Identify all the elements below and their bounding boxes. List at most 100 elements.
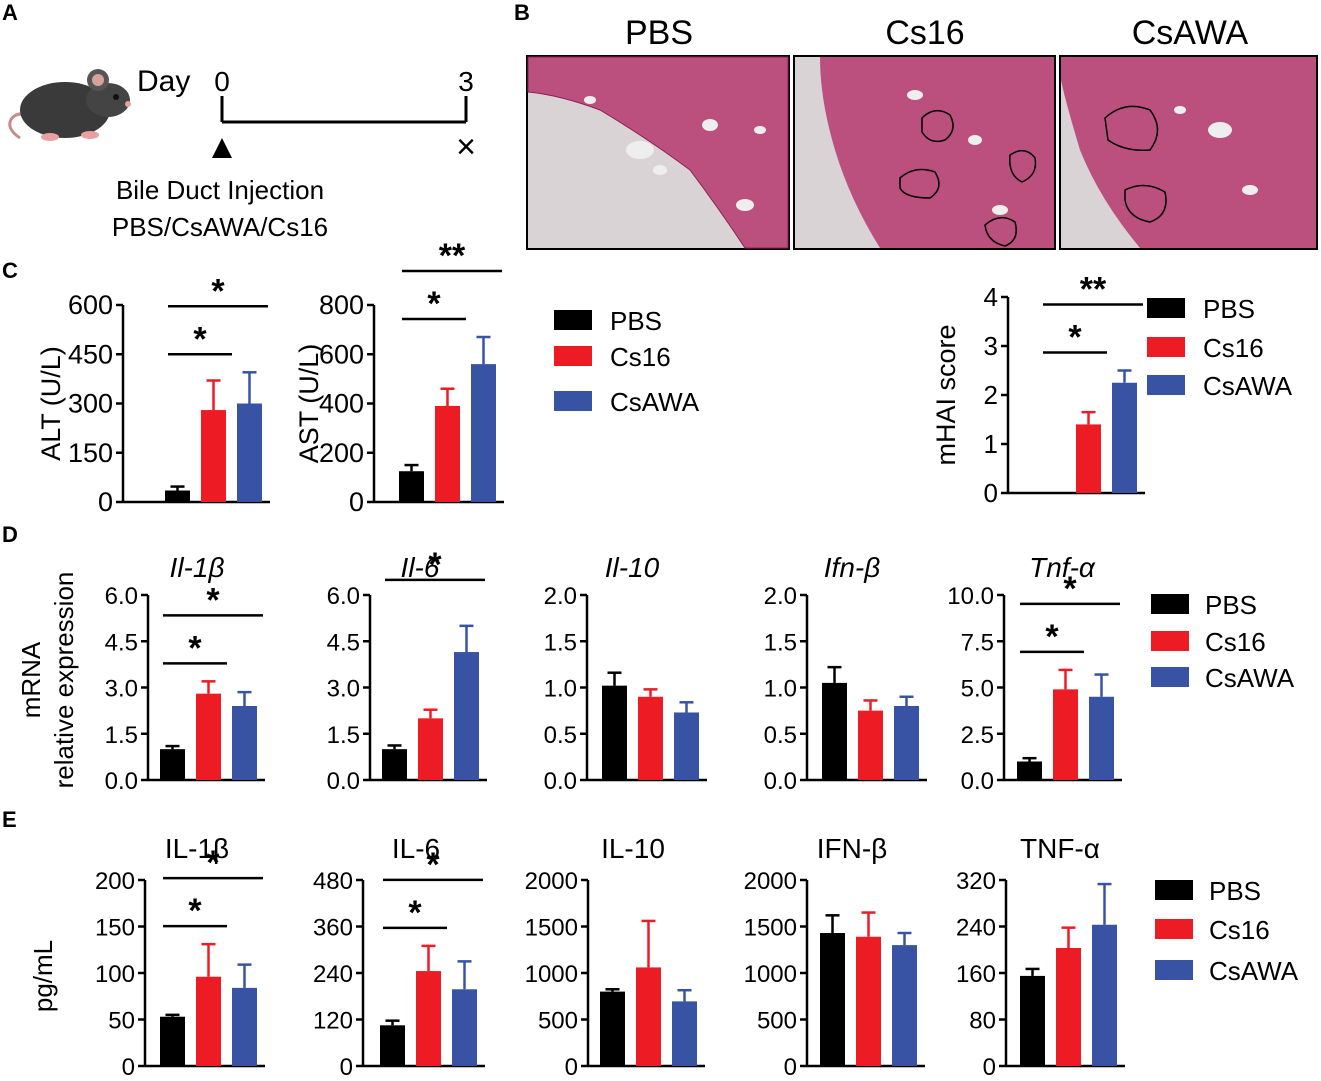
- significance-label: *: [408, 894, 422, 932]
- significance-label: *: [1068, 319, 1082, 357]
- legend-swatch-csawa: [1147, 375, 1185, 395]
- y-tick-label: 240: [313, 961, 353, 988]
- y-tick-label: 600: [68, 290, 113, 320]
- bar-cs16: [1076, 424, 1101, 493]
- bar-csawa: [471, 364, 496, 502]
- bar-pbs: [160, 749, 185, 780]
- chart-il6_mrna: 0.0 1.5 3.0 4.5 6.0 Il-6*: [327, 546, 487, 795]
- y-tick-label: 0: [983, 1054, 996, 1081]
- y-tick-label: 1.5: [544, 629, 577, 656]
- y-tick-label: 1500: [525, 915, 578, 942]
- day-label: Day: [137, 65, 190, 98]
- y-tick-label: 1.0: [764, 676, 797, 703]
- y-tick-label: 2.0: [544, 583, 577, 610]
- y-tick-label: 0: [349, 487, 364, 517]
- y-tick-label: 600: [319, 339, 364, 369]
- day-end-label: 3: [458, 66, 474, 97]
- legend-label-csawa: CsAWA: [610, 387, 700, 417]
- chart-ifnb_mrna: 0.0 0.5 1.0 1.5 2.0 Ifn-β: [764, 552, 927, 795]
- chart-title: IL-10: [601, 833, 665, 864]
- panel-letter-c: C: [2, 258, 18, 283]
- y-tick-label: 150: [68, 438, 113, 468]
- bar-cs16: [416, 971, 441, 1066]
- legend-swatch-pbs: [1147, 298, 1185, 318]
- bar-cs16: [1053, 689, 1078, 780]
- significance-label: *: [427, 285, 441, 323]
- y-tick-label: 100: [95, 961, 135, 988]
- bar-cs16: [201, 410, 226, 502]
- y-tick-label: 0: [784, 1054, 797, 1081]
- bar-csawa: [454, 652, 479, 780]
- bar-cs16: [435, 405, 460, 502]
- legend-label-pbs: PBS: [610, 306, 662, 336]
- bar-pbs: [602, 685, 627, 780]
- y-tick-label: 1500: [744, 915, 797, 942]
- day-start-label: 0: [214, 66, 230, 97]
- significance-label: **: [439, 237, 466, 275]
- legend-d: PBS Cs16 CsAWA: [1151, 590, 1295, 693]
- significance-label: *: [188, 629, 202, 667]
- bar-cs16: [418, 718, 443, 780]
- bar-cs16: [1056, 948, 1081, 1066]
- panel-letter-b: B: [514, 0, 530, 25]
- bar-csawa: [232, 987, 257, 1066]
- histology-title-pbs: PBS: [625, 14, 693, 52]
- legend-swatch-pbs: [1151, 594, 1189, 614]
- y-tick-label: 2.0: [764, 583, 797, 610]
- legend-swatch-csawa: [1155, 960, 1193, 980]
- bar-pbs: [820, 933, 845, 1066]
- legend-swatch-csawa: [1151, 667, 1189, 687]
- y-tick-label: 1.5: [764, 629, 797, 656]
- legend-e: PBS Cs16 CsAWA: [1155, 876, 1299, 986]
- y-tick-label: 2000: [744, 868, 797, 895]
- chart-title: IFN-β: [817, 833, 888, 864]
- bar-pbs: [380, 1025, 405, 1066]
- chart-title: Il-1β: [170, 552, 225, 583]
- y-tick-label: 80: [969, 1008, 996, 1035]
- y-tick-label: 4: [984, 282, 998, 312]
- histology-title-csawa: CsAWA: [1132, 14, 1249, 52]
- legend-label-cs16: Cs16: [610, 342, 671, 372]
- legend-label-csawa: CsAWA: [1209, 956, 1299, 986]
- chart-title: Ifn-β: [824, 552, 880, 583]
- bar-cs16: [856, 936, 881, 1066]
- y-tick-label: 500: [538, 1008, 578, 1035]
- chart-il1b_mrna: 0.01.53.04.56.0Il-1β**: [105, 552, 265, 795]
- significance-label: *: [426, 846, 440, 884]
- injection-arrow-icon: [212, 138, 232, 158]
- y-tick-label: 1000: [525, 961, 578, 988]
- chart-title: IL-6: [392, 833, 440, 864]
- panel-a: A Day 0 3 × Bile Duct Injection PBS/CsAW…: [2, 0, 476, 242]
- bar-csawa: [674, 712, 699, 780]
- y-tick-label: 10.0: [947, 583, 994, 610]
- panel-e-ylabel: pg/mL: [28, 940, 58, 1012]
- panel-d-ylabel-line2: relative expression: [49, 572, 79, 789]
- end-marker-icon: ×: [456, 128, 476, 166]
- y-tick-label: 6.0: [327, 583, 360, 610]
- y-tick-label: 1: [984, 429, 998, 459]
- legend-label-csawa: CsAWA: [1203, 371, 1293, 401]
- y-tick-label: 240: [956, 915, 996, 942]
- significance-label: **: [1080, 271, 1107, 309]
- significance-label: *: [1045, 618, 1059, 656]
- y-tick-label: 400: [319, 389, 364, 419]
- bar-csawa: [672, 1001, 697, 1066]
- legend-label-cs16: Cs16: [1205, 627, 1266, 657]
- significance-label: *: [428, 546, 442, 584]
- chart-title: TNF-α: [1020, 833, 1100, 864]
- panel-b: B PBS Cs16 CsAWA: [514, 0, 1318, 250]
- panel-letter-a: A: [2, 0, 18, 25]
- chart-il10_protein: 0 500 1000 1500 2000 IL-10: [525, 833, 705, 1081]
- bar-cs16: [196, 693, 221, 780]
- y-tick-label: 0: [565, 1054, 578, 1081]
- y-tick-label: 1.5: [105, 722, 138, 749]
- panel-letter-d: D: [2, 522, 18, 547]
- legend-label-pbs: PBS: [1205, 590, 1257, 620]
- y-tick-label: 0: [340, 1054, 353, 1081]
- chart-title: Il-10: [605, 552, 660, 583]
- legend-label-cs16: Cs16: [1203, 333, 1264, 363]
- mouse-icon: [8, 69, 131, 141]
- injection-title: Bile Duct Injection: [116, 175, 324, 205]
